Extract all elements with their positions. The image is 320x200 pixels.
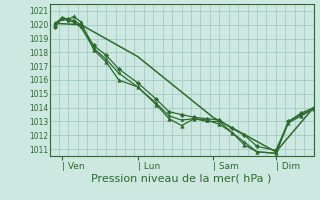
X-axis label: Pression niveau de la mer( hPa ): Pression niveau de la mer( hPa ) (92, 173, 272, 183)
